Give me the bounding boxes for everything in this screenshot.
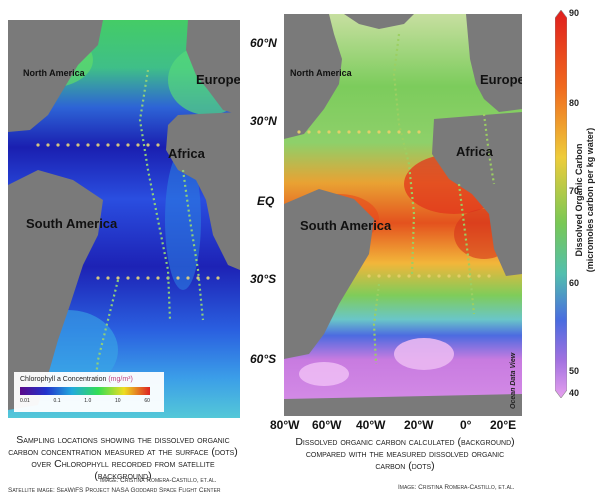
lat-60s: 60°S [250,352,277,366]
colorbar-title-line2: (micromoles carbon per kg water) [585,127,595,273]
legend-tick: 0.01 [20,398,30,404]
label-europe-2: Europe [480,72,522,87]
doc-map: North America Europe Africa South Americ… [284,14,522,416]
lat-eq: EQ [257,194,275,208]
lat-30n: 30°N [250,114,277,128]
cb-tick-80: 80 [569,98,580,108]
label-africa-2: Africa [456,144,493,159]
doc-colorbar [554,9,568,399]
legend-tick: 60 [144,398,150,404]
chlorophyll-map: North America Europe Africa South Americ… [8,20,240,418]
lon-0: 0° [460,418,472,432]
doc-map-graphic [284,14,522,416]
lon-20w: 20°W [404,418,434,432]
legend-ticks: 0.01 0.1 1.0 10 60 [20,398,150,404]
right-caption: Dissolved organic carbon calculated (bac… [295,436,515,472]
lat-30s: 30°S [250,272,277,286]
legend-unit: (mg/m³) [108,376,133,383]
lat-60n: 60°N [250,36,277,50]
cb-tick-70: 70 [569,186,580,196]
legend-tick: 0.1 [53,398,61,404]
right-credit: Image: Cristina Romera-Castillo, et.al. [398,484,515,491]
chlorophyll-map-graphic [8,20,240,418]
measured-dots [297,33,496,365]
label-north-america-2: North America [290,68,352,78]
odv-label: Ocean Data View [510,352,517,409]
legend-title: Chlorophyll a Concentration [20,376,107,383]
label-north-america: North America [23,68,85,78]
lon-60w: 60°W [312,418,342,432]
legend-tick: 1.0 [84,398,92,404]
colorbar-title-line1: Dissolved Organic Carbon [574,143,584,257]
chlorophyll-legend [14,372,164,412]
lon-20e: 20°E [490,418,517,432]
cb-tick-50: 50 [569,366,580,376]
left-caption: Sampling locations showing the dissolved… [8,434,238,482]
sampling-dots [36,69,220,401]
cb-tick-60: 60 [569,278,580,288]
lon-80w: 80°W [270,418,300,432]
left-credit-2: Satellite image: SeaWiFS Project NASA Go… [8,487,221,494]
label-south-america-2: South America [300,218,392,233]
cb-tick-40: 40 [569,388,580,398]
cb-tick-90: 90 [569,8,580,18]
label-africa: Africa [168,146,205,161]
left-credit-1: Image: Cristina Romera-Castillo, et.al. [100,477,217,484]
legend-title-row: Chlorophyll a Concentration (mg/m³) [20,376,133,383]
label-europe: Europe [196,72,240,87]
lon-40w: 40°W [356,418,386,432]
colorbar-title: Dissolved Organic Carbon (micromoles car… [574,100,596,300]
legend-tick: 10 [115,398,121,404]
label-south-america: South America [26,216,118,231]
colorbar-graphic [554,9,568,399]
